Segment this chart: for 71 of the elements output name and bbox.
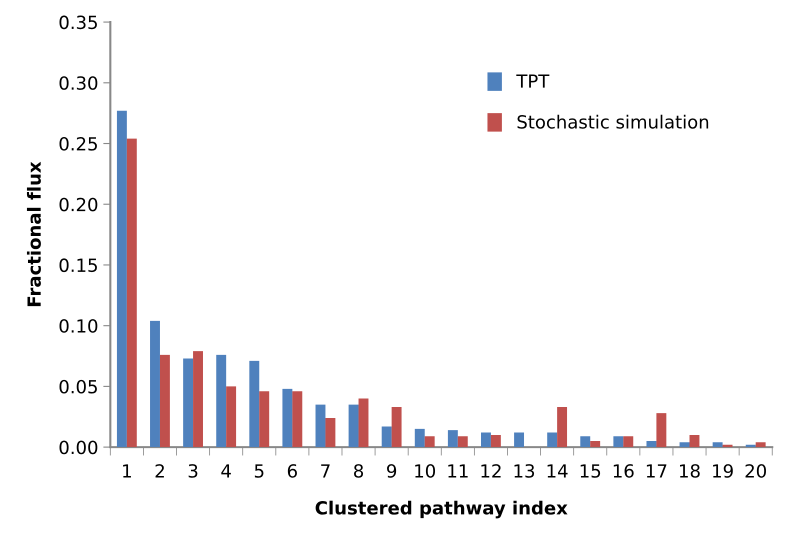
bar [183, 358, 194, 448]
bar [680, 442, 690, 448]
x-tick-label: 11 [448, 464, 468, 478]
bar [116, 110, 127, 448]
bar [756, 442, 766, 448]
bar [424, 436, 435, 448]
bar [458, 436, 468, 448]
x-tick-label: 5 [254, 464, 264, 478]
y-tick-label: 0.20 [60, 198, 98, 212]
bar [249, 360, 260, 448]
bar [150, 320, 160, 448]
bar [613, 436, 624, 448]
x-tick-label: 4 [221, 464, 231, 478]
bar [480, 432, 491, 448]
bar [414, 428, 425, 448]
bar [580, 436, 590, 448]
x-tick-label: 13 [514, 464, 534, 478]
bar [690, 434, 700, 448]
bar [646, 441, 656, 448]
bar [547, 432, 558, 448]
bar [348, 404, 359, 448]
bar [216, 354, 226, 448]
bar [382, 426, 392, 448]
y-tick-label: 0.00 [60, 440, 98, 454]
bar [325, 418, 336, 448]
x-tick-label: 16 [614, 464, 634, 478]
bar [226, 386, 236, 448]
bar [722, 444, 733, 448]
bar [656, 413, 666, 448]
x-tick-label: 15 [580, 464, 600, 478]
x-tick-label: 12 [481, 464, 501, 478]
bar [712, 442, 723, 448]
bar [623, 436, 634, 448]
bar [557, 407, 568, 448]
x-tick-label: 18 [680, 464, 700, 478]
x-tick-label: 20 [746, 464, 766, 478]
x-tick-label: 8 [354, 464, 364, 478]
x-tick-label: 17 [646, 464, 666, 478]
bar [193, 351, 203, 448]
bar [126, 138, 137, 448]
y-tick-label: 0.25 [60, 136, 97, 151]
x-tick-label: 1 [123, 464, 131, 478]
x-tick-label: 19 [713, 464, 733, 478]
bar [514, 432, 524, 448]
bar [259, 391, 270, 448]
x-tick-label: 3 [188, 464, 198, 478]
bar [160, 354, 170, 448]
x-tick-label: 7 [321, 464, 330, 478]
x-tick-label: 2 [156, 464, 164, 478]
bar [392, 407, 402, 448]
y-tick-label: 0.05 [60, 380, 97, 394]
bar [358, 398, 368, 448]
x-tick-label: 10 [415, 464, 436, 478]
x-tick-label: 9 [387, 464, 396, 478]
bar [282, 388, 292, 448]
x-tick-label: 14 [548, 464, 568, 478]
bar [316, 404, 326, 448]
y-axis-title: Fractional flux [26, 162, 41, 306]
bar [448, 430, 458, 448]
y-tick-label: 0.10 [60, 319, 98, 333]
bar [590, 441, 600, 448]
bar [746, 444, 756, 448]
x-axis-title: Clustered pathway index [316, 500, 568, 518]
y-tick-label: 0.30 [60, 76, 98, 90]
legend-label: Stochastic simulation [518, 114, 708, 129]
legend-label: TPT [516, 74, 550, 88]
bar [292, 391, 302, 448]
bar [490, 434, 501, 448]
x-tick-label: 6 [288, 464, 297, 478]
y-tick-label: 0.35 [60, 16, 97, 30]
y-tick-label: 0.15 [60, 258, 97, 272]
